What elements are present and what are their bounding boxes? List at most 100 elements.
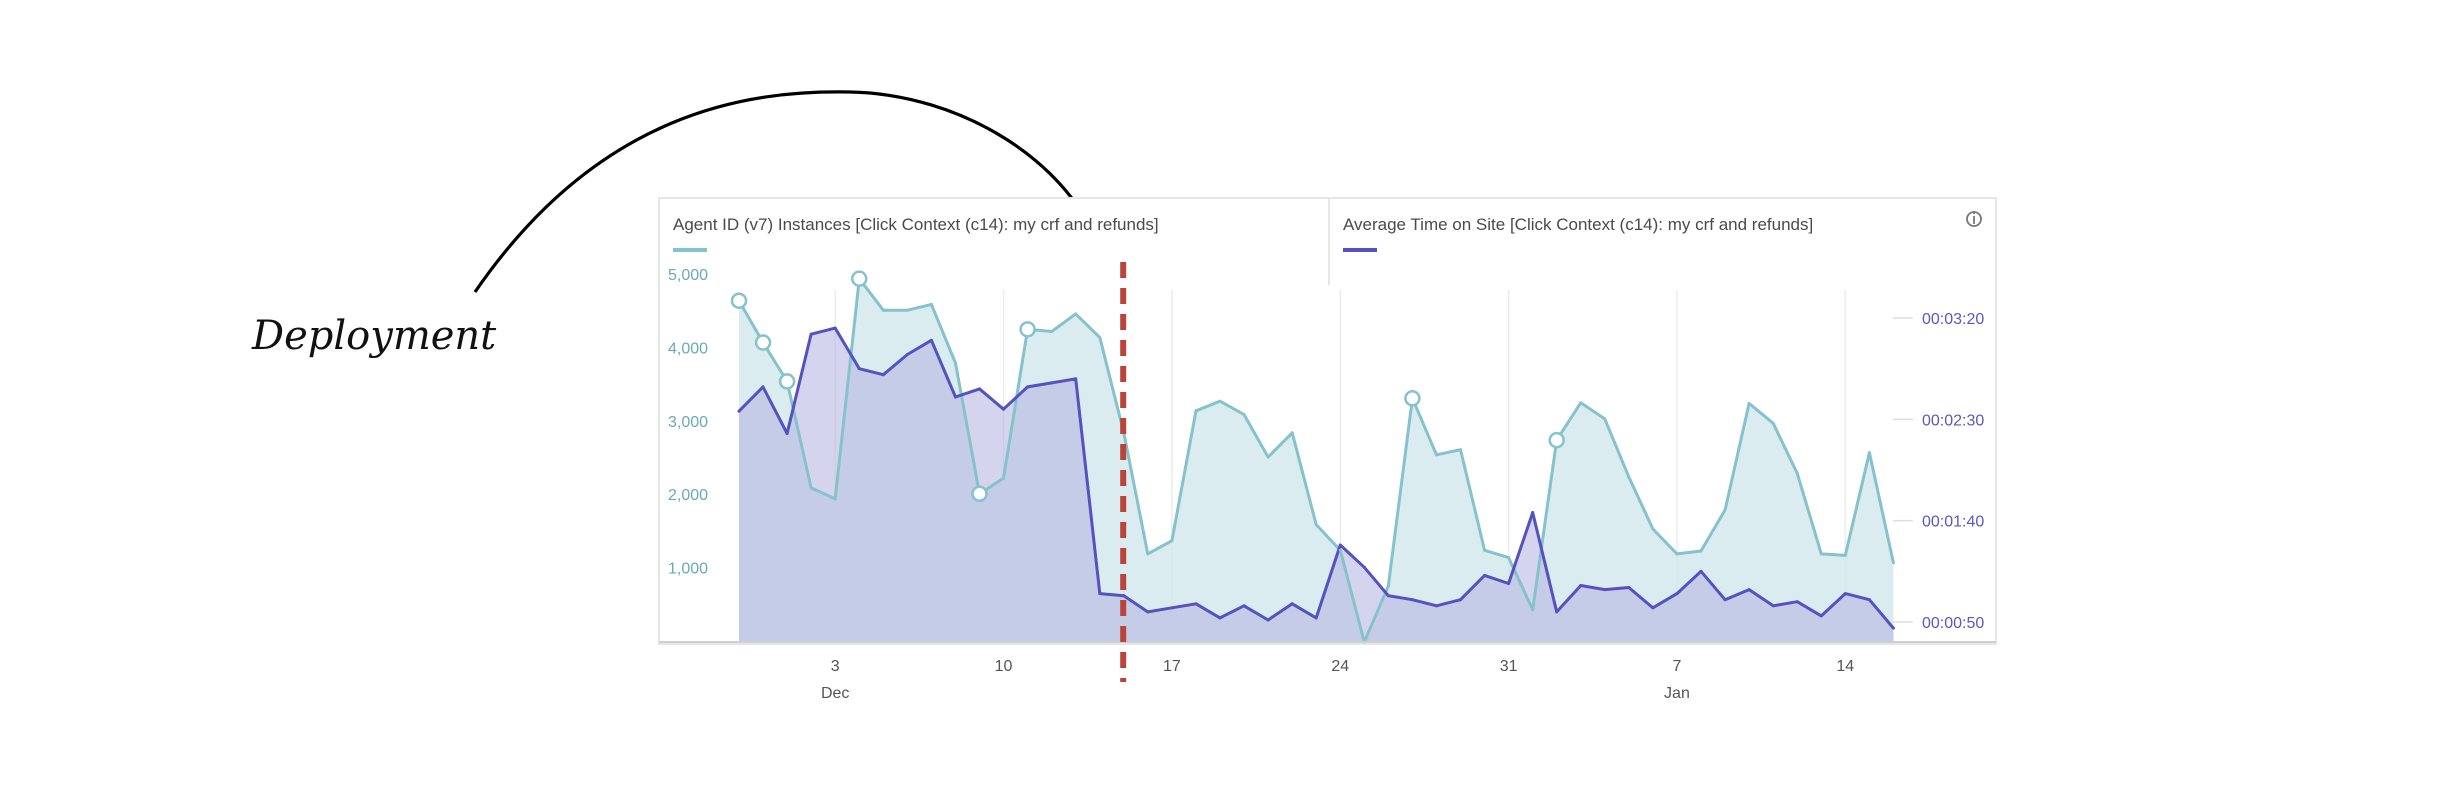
time-point-34 [1555, 610, 1559, 614]
instances-point-2[interactable] [778, 373, 796, 390]
right-axis-tick-label-1: 00:02:30 [1922, 412, 1984, 429]
instances-point-21 [1242, 412, 1246, 416]
instances-point-13 [1050, 330, 1054, 334]
time-point-14 [1074, 377, 1078, 381]
time-point-24 [1314, 616, 1318, 620]
left-axis-tick-label-4: 1,000 [668, 561, 708, 578]
instances-point-38 [1651, 527, 1655, 531]
time-point-21 [1242, 604, 1246, 608]
instances-point-20 [1218, 399, 1222, 403]
time-point-6 [881, 373, 885, 377]
instances-point-33 [1531, 608, 1535, 612]
instances-point-4 [833, 497, 837, 501]
time-point-9 [953, 395, 957, 399]
time-point-44 [1795, 600, 1799, 604]
x-axis-month-label-0: Dec [821, 685, 849, 702]
time-point-45 [1819, 614, 1823, 618]
time-point-22 [1266, 618, 1270, 622]
instances-point-27 [1386, 584, 1390, 588]
time-point-31 [1483, 573, 1487, 577]
time-point-1 [761, 385, 765, 389]
time-point-3 [809, 332, 813, 336]
instances-point-14 [1074, 312, 1078, 316]
time-point-20 [1218, 616, 1222, 620]
time-point-42 [1747, 588, 1751, 592]
instances-point-42 [1747, 401, 1751, 405]
instances-point-18 [1170, 539, 1174, 543]
plot-area: 5,000 4,000 3,000 2,000 1,000 00:03:20 00:02:3… [659, 262, 1996, 702]
instances-point-9 [953, 361, 957, 365]
x-axis-tick-label-1: 10 [995, 658, 1013, 675]
right-axis-tick-label-2: 00:01:40 [1922, 514, 1984, 531]
time-point-23 [1290, 602, 1294, 606]
instances-point-0[interactable] [730, 292, 748, 309]
instances-point-31 [1483, 548, 1487, 552]
legend-metric-1-label: Agent ID (v7) Instances [Click Context (… [673, 215, 1159, 234]
left-axis-tick-label-2: 3,000 [668, 414, 708, 431]
time-point-38 [1651, 606, 1655, 610]
instances-point-32 [1507, 556, 1511, 560]
instances-point-3 [809, 486, 813, 490]
time-point-29 [1434, 604, 1438, 608]
instances-point-44 [1795, 471, 1799, 475]
info-icon[interactable] [1966, 211, 1982, 227]
instances-point-8 [929, 302, 933, 306]
instances-point-48 [1891, 561, 1895, 565]
instances-point-28[interactable] [1404, 390, 1421, 407]
time-point-15 [1098, 592, 1102, 596]
x-axis-tick-label-3: 24 [1331, 658, 1349, 675]
time-point-26 [1362, 565, 1366, 569]
x-axis-tick-label-0: 3 [831, 658, 840, 675]
instances-point-47 [1867, 451, 1871, 455]
time-point-13 [1050, 381, 1054, 385]
instances-point-39 [1675, 552, 1679, 556]
x-axis-tick-label-5: 7 [1672, 658, 1681, 675]
time-point-18 [1170, 606, 1174, 610]
left-axis-tick-label-1: 4,000 [668, 340, 708, 357]
instances-point-37 [1627, 475, 1631, 479]
instances-point-17 [1146, 552, 1150, 556]
instances-point-1[interactable] [754, 334, 772, 351]
time-point-16 [1122, 594, 1126, 598]
instances-point-11 [1002, 476, 1006, 480]
instances-point-10[interactable] [971, 485, 988, 502]
deployment-annotation: Deployment [251, 313, 497, 359]
instances-point-41 [1723, 508, 1727, 512]
instances-point-29 [1434, 453, 1438, 457]
right-axis-tick-label-0: 00:03:20 [1922, 311, 1984, 328]
x-axis-month-label-1: Jan [1664, 685, 1690, 702]
time-point-37 [1627, 586, 1631, 590]
time-point-41 [1723, 598, 1727, 602]
instances-point-6 [881, 308, 885, 312]
instances-point-40 [1699, 549, 1703, 553]
instances-point-7 [905, 308, 909, 312]
x-axis-tick-label-6: 14 [1836, 658, 1854, 675]
instances-point-22 [1266, 455, 1270, 459]
left-axis-tick-label-0: 5,000 [668, 267, 708, 284]
instances-point-45 [1819, 552, 1823, 556]
x-axis-tick-label-4: 31 [1500, 658, 1518, 675]
instances-point-25 [1338, 548, 1342, 552]
time-point-28 [1410, 598, 1414, 602]
time-point-0 [737, 409, 741, 413]
legend-metric-2-label: Average Time on Site [Click Context (c14… [1343, 215, 1813, 234]
time-point-32 [1507, 581, 1511, 585]
time-point-36 [1603, 588, 1607, 592]
time-point-17 [1146, 610, 1150, 614]
instances-point-5[interactable] [851, 270, 868, 287]
instances-point-34[interactable] [1548, 431, 1565, 449]
time-point-43 [1771, 604, 1775, 608]
instances-point-30 [1459, 448, 1462, 452]
instances-point-46 [1843, 553, 1847, 557]
instances-point-43 [1771, 421, 1775, 425]
instances-point-36 [1603, 417, 1607, 421]
instances-point-12[interactable] [1019, 321, 1036, 338]
deployment-arrow [473, 90, 1103, 293]
time-point-10 [978, 387, 981, 391]
time-point-12 [1026, 385, 1030, 389]
left-axis-tick-label-3: 2,000 [668, 487, 708, 504]
instances-point-15 [1098, 335, 1102, 339]
time-point-35 [1579, 584, 1583, 588]
right-axis-tick-label-3: 00:00:50 [1922, 615, 1984, 632]
